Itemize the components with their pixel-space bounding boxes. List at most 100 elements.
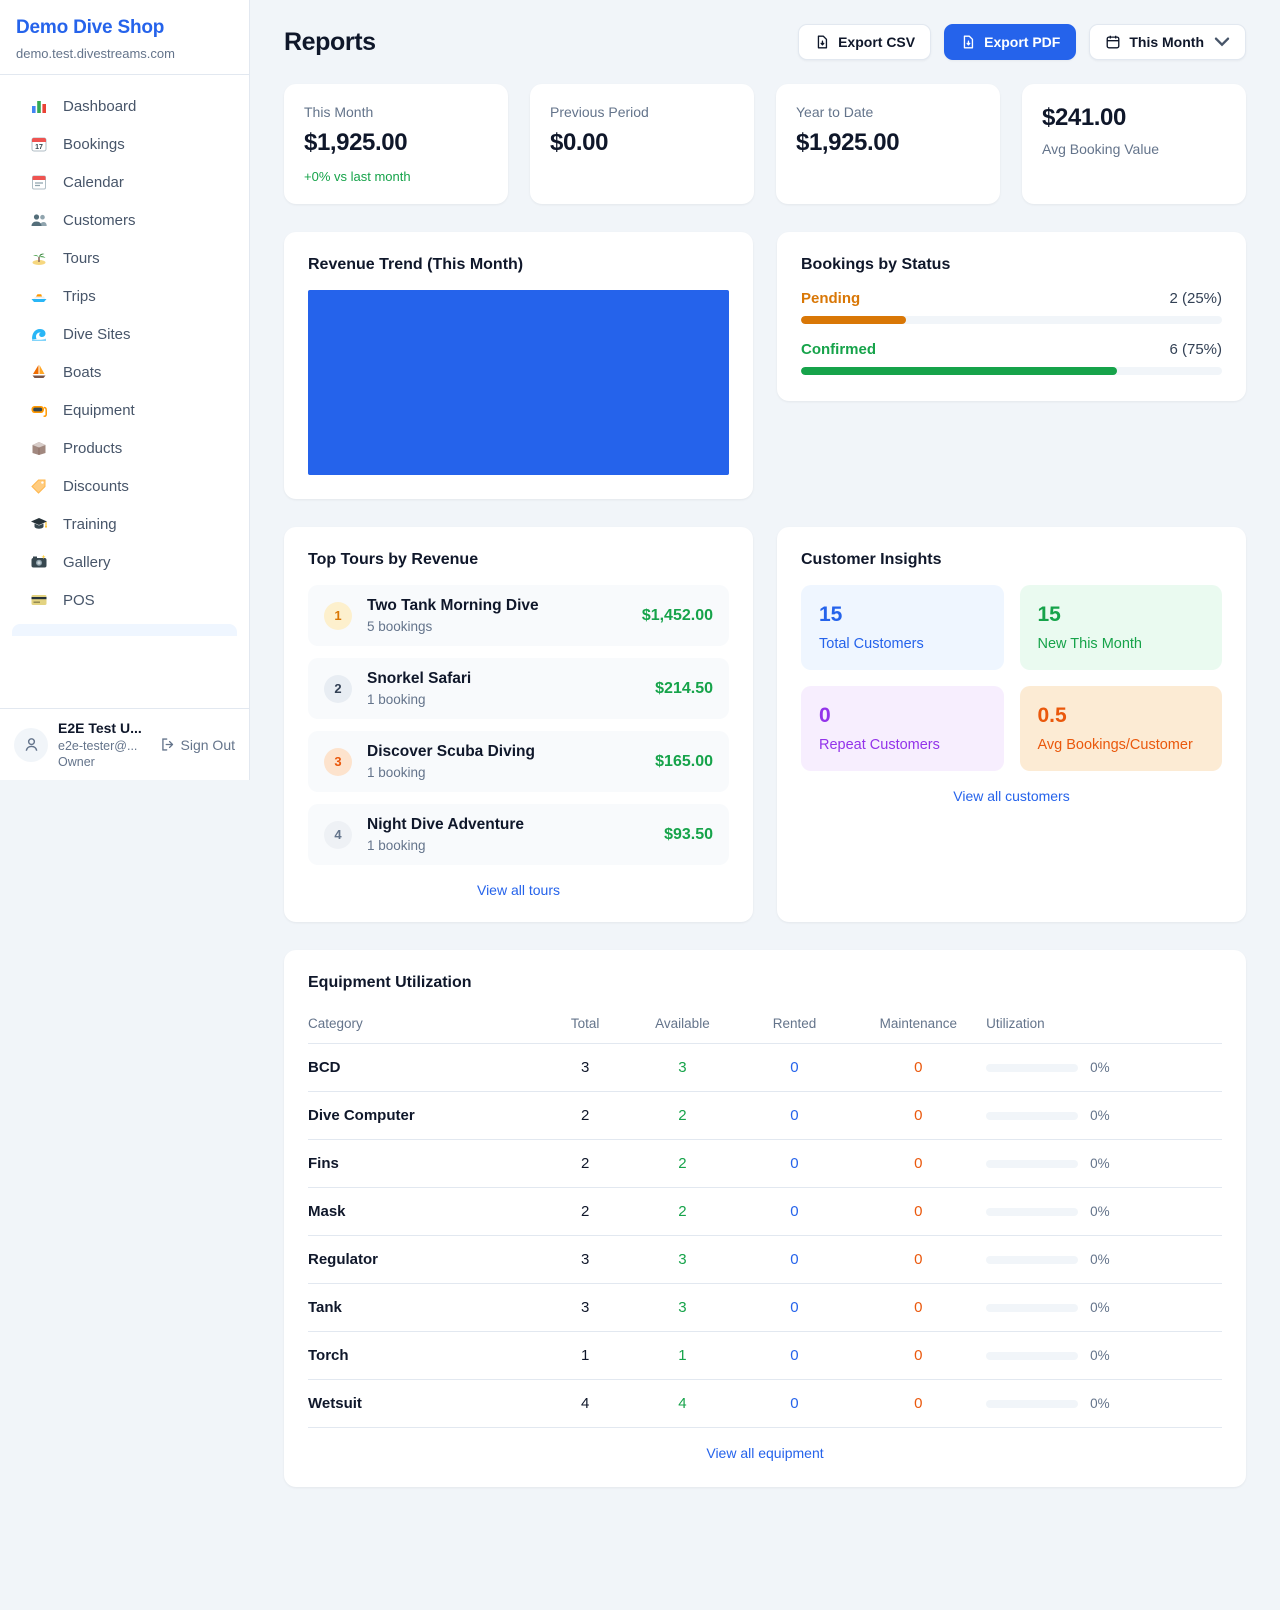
cell-rented: 0 [790,1251,799,1268]
tour-name: Night Dive Adventure [367,816,525,833]
progress-fill [801,367,1117,375]
tour-revenue: $214.50 [655,679,713,697]
sidebar-item-equipment[interactable]: Equipment [12,391,237,429]
shop-domain: demo.test.divestreams.com [16,46,175,61]
tour-row: 1 Two Tank Morning Dive 5 bookings $1,45… [308,585,729,646]
calendar-date-icon: 17 [30,135,48,153]
sidebar-item-customers[interactable]: Customers [12,201,237,239]
package-icon [30,439,48,457]
period-selector[interactable]: This Month [1089,24,1246,60]
sidebar-item-trips[interactable]: Trips [12,277,237,315]
stat-value: $0.00 [550,129,609,156]
stat-card-this-month: This Month $1,925.00 +0% vs last month [284,84,508,204]
people-icon [30,211,48,229]
cell-utilization: 0% [1090,1252,1110,1267]
stat-value: $1,925.00 [796,129,900,156]
tour-revenue: $1,452.00 [641,606,713,624]
cell-category: Fins [308,1155,339,1172]
table-row-bcd: BCD 3 3 0 0 0% [308,1044,1222,1092]
user-info: E2E Test U... e2e-tester@... Owner [58,719,142,770]
cell-maintenance: 0 [914,1347,923,1364]
cell-total: 3 [580,1299,590,1316]
page-header: Reports Export CSV Export PDF This Month [284,24,1246,60]
view-all-tours-link[interactable]: View all tours [476,882,560,898]
status-row-confirmed: Confirmed 6 (75%) [801,341,1222,375]
export-csv-label: Export CSV [838,34,916,50]
insights-row: Top Tours by Revenue 1 Two Tank Morning … [284,527,1246,922]
sidebar-item-dive-sites[interactable]: Dive Sites [12,315,237,353]
sidebar-item-dashboard[interactable]: Dashboard [12,87,237,125]
shop-name: Demo Dive Shop [16,17,165,38]
wave-icon [30,325,48,343]
status-row-pending: Pending 2 (25%) [801,290,1222,324]
column-header-available: Available [655,1016,710,1031]
sidebar-item-label: POS [63,591,95,609]
bar-chart-icon [30,97,48,115]
chevron-down-icon [1214,37,1230,47]
cell-category: BCD [308,1059,341,1076]
file-download-icon [817,35,828,49]
revenue-trend-card: Revenue Trend (This Month) [284,232,753,499]
sidebar-item-label: Customers [63,211,136,229]
cell-maintenance: 0 [914,1251,923,1268]
utilization-bar [986,1063,1079,1072]
sidebar-item-discounts[interactable]: Discounts [12,467,237,505]
view-all-customers-link[interactable]: View all customers [953,788,1070,804]
sidebar: Demo Dive Shop demo.test.divestreams.com… [0,0,250,780]
sidebar-item-products[interactable]: Products [12,429,237,467]
status-label: Confirmed [801,341,876,358]
top-tours-card: Top Tours by Revenue 1 Two Tank Morning … [284,527,753,922]
sidebar-item-tours[interactable]: Tours [12,239,237,277]
main-content: Reports Export CSV Export PDF This Month [250,0,1280,1527]
tour-bookings: 1 booking [367,692,426,707]
sidebar-item-calendar[interactable]: Calendar [12,163,237,201]
equipment-title: Equipment Utilization [308,974,472,991]
sidebar-item-boats[interactable]: Boats [12,353,237,391]
sidebar-item-pos[interactable]: POS [12,581,237,619]
cell-available: 3 [678,1059,687,1076]
view-all-equipment-link[interactable]: View all equipment [706,1445,824,1461]
island-icon [30,249,48,267]
export-pdf-button[interactable]: Export PDF [944,24,1077,60]
header-actions: Export CSV Export PDF This Month [798,24,1246,60]
utilization-bar [986,1207,1079,1216]
tour-bookings: 5 bookings [367,619,433,634]
revenue-trend-title: Revenue Trend (This Month) [308,256,524,273]
cell-category: Regulator [308,1251,379,1268]
tour-bookings: 1 booking [367,765,426,780]
tile-label: New This Month [1037,636,1143,652]
cell-total: 2 [580,1155,590,1172]
cell-total: 2 [580,1203,590,1220]
tour-row: 4 Night Dive Adventure 1 booking $93.50 [308,804,729,865]
cell-category: Tank [308,1299,342,1316]
stat-value: $241.00 [1042,104,1126,131]
tile-avg-bookings-customer: 0.5 Avg Bookings/Customer [1019,686,1222,771]
tile-total-customers: 15 Total Customers [801,585,1004,670]
table-row-tank: Tank 3 3 0 0 0% [308,1284,1222,1332]
export-csv-button[interactable]: Export CSV [798,24,932,60]
cell-available: 4 [678,1395,687,1412]
stat-label: Year to Date [796,104,874,120]
stat-card-year-to-date: Year to Date $1,925.00 [776,84,1000,204]
sidebar-item-bookings[interactable]: 17 Bookings [12,125,237,163]
sidebar-item-label: Products [63,439,123,457]
cell-utilization: 0% [1090,1396,1110,1411]
credit-card-icon [30,591,48,609]
utilization-bar [986,1159,1079,1168]
cell-available: 2 [678,1107,687,1124]
cell-total: 3 [580,1251,590,1268]
sailboat-icon [30,363,48,381]
sign-out-icon [161,738,173,751]
tile-label: Total Customers [819,636,924,652]
sidebar-item-label: Equipment [63,401,135,419]
sidebar-item-label: Gallery [63,553,111,571]
sidebar-item-reports-active[interactable] [12,624,237,636]
sidebar-item-gallery[interactable]: Gallery [12,543,237,581]
sidebar-item-training[interactable]: Training [12,505,237,543]
bookings-by-status-card: Bookings by Status Pending 2 (25%) Confi… [777,232,1246,401]
sign-out-button[interactable]: Sign Out [160,737,235,753]
user-name: E2E Test U... [58,720,142,737]
charts-row: Revenue Trend (This Month) Bookings by S… [284,232,1246,499]
stat-label: This Month [304,104,374,120]
stat-label: Previous Period [550,104,649,120]
